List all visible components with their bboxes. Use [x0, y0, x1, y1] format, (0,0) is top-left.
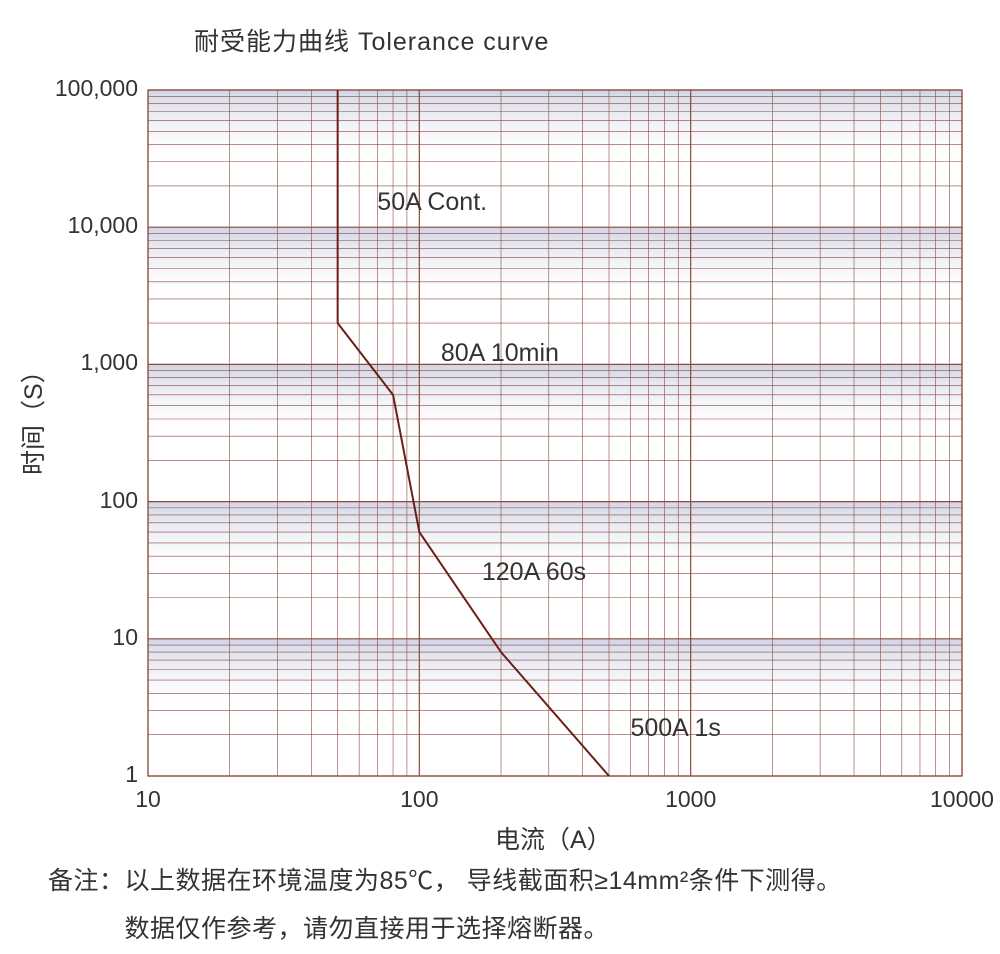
chart-container: 耐受能力曲线 Tolerance curve 时间（S） 电流（A） 11010… — [0, 0, 1000, 954]
y-tick: 100 — [100, 487, 138, 514]
footnote-line: 备注：以上数据在环境温度为85℃， 导线截面积≥14mm²条件下测得。 — [48, 858, 842, 906]
curve-annotation: 500A 1s — [630, 714, 720, 743]
x-tick: 10 — [135, 786, 161, 813]
footnote-line: 数据仅作参考，请勿直接用于选择熔断器。 — [48, 906, 842, 954]
y-axis-label: 时间（S） — [14, 358, 50, 475]
footnote: 备注：以上数据在环境温度为85℃， 导线截面积≥14mm²条件下测得。 数据仅作… — [48, 858, 842, 953]
y-tick: 1,000 — [80, 349, 138, 376]
curve-annotation: 120A 60s — [482, 558, 586, 587]
x-tick: 100 — [400, 786, 438, 813]
curve-annotation: 80A 10min — [441, 339, 559, 368]
x-tick: 10000 — [930, 786, 994, 813]
curve-annotation: 50A Cont. — [377, 188, 487, 217]
y-tick: 10 — [112, 624, 138, 651]
y-tick: 10,000 — [68, 212, 138, 239]
x-tick: 1000 — [665, 786, 716, 813]
y-tick: 1 — [125, 761, 138, 788]
x-axis-label: 电流（A） — [495, 820, 612, 856]
y-tick: 100,000 — [55, 75, 138, 102]
